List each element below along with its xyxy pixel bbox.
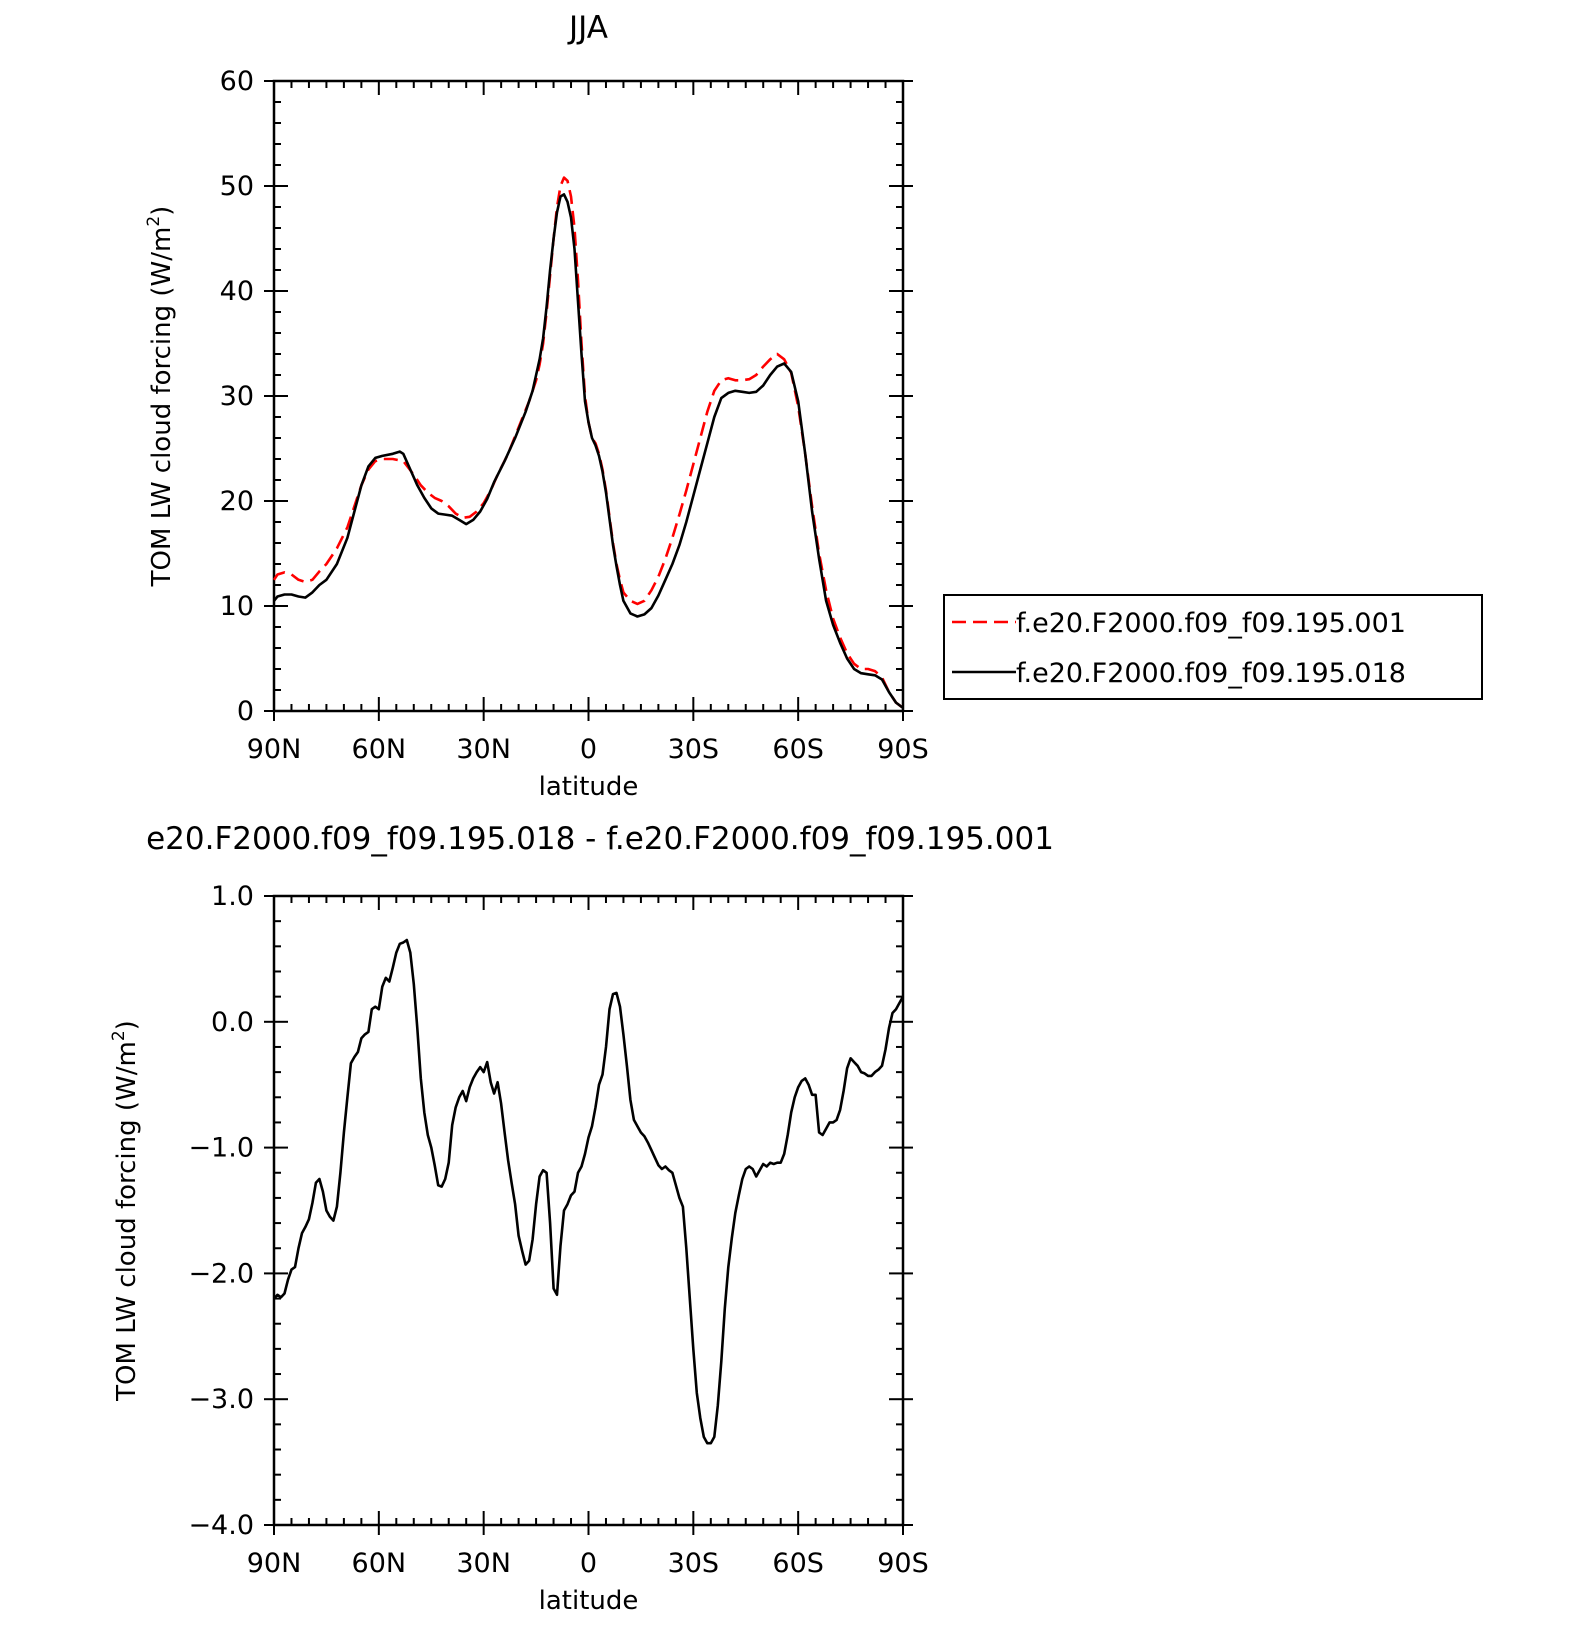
x-tick-label: 30N [456,1548,511,1579]
chart-title: JJA [567,10,608,46]
y-axis-label: TOM LW cloud forcing (W/m2) [144,206,177,588]
plot-frame [272,894,905,1527]
chart-title: e20.F2000.f09_f09.195.018 - f.e20.F2000.… [146,821,1054,857]
y-tick-label: 20 [220,486,254,517]
y-tick-label: −2.0 [188,1258,254,1289]
legend: f.e20.F2000.f09_f09.195.001 f.e20.F2000.f… [943,594,1483,700]
x-tick-label: 60N [352,1548,407,1579]
y-tick-label: 1.0 [211,881,254,912]
x-tick-label: 60S [772,1548,824,1579]
x-tick-label: 60S [772,734,824,765]
x-tick-label: 90N [247,1548,302,1579]
x-tick-label: 0 [580,1548,597,1579]
x-tick-label: 0 [580,734,597,765]
x-tick-label: 60N [352,734,407,765]
bottom-panel: e20.F2000.f09_f09.195.018 - f.e20.F2000.… [109,821,1054,1616]
y-tick-label: −1.0 [188,1133,254,1164]
series-line-difference [273,938,905,1445]
y-tick-label: 0.0 [211,1007,254,1038]
y-tick-label: 40 [220,276,254,307]
series-line-f-e20-f2000-f09-f09-195-001 [272,176,904,709]
y-axis-label-text: TOM LW cloud forcing (W/m [147,227,177,588]
y-axis-label-close: ) [147,206,177,216]
x-tick-label: 90N [247,734,302,765]
y-tick-label: 60 [220,66,254,97]
y-tick-label: 30 [220,381,254,412]
x-tick-label: 30S [668,1548,720,1579]
legend-label: f.e20.F2000.f09_f09.195.001 [1016,608,1406,639]
legend-label: f.e20.F2000.f09_f09.195.018 [1016,658,1406,689]
y-tick-label: 50 [220,171,254,202]
y-tick-label: −3.0 [188,1384,254,1415]
x-tick-label: 90S [877,734,929,765]
x-tick-label: 30S [668,734,720,765]
y-axis-label-superscript: 2 [144,216,164,227]
x-axis-label: latitude [539,1586,639,1616]
y-axis-label-text: TOM LW cloud forcing (W/m [112,1041,142,1402]
top-panel: JJA 90N 60N 30N 0 30S 60S 90S 0 10 20 30 40 50 60 latit… [144,10,929,802]
y-tick-label: 10 [220,591,254,622]
y-tick-label: 0 [237,696,254,727]
y-tick-label: −4.0 [188,1510,254,1541]
x-tick-label: 30N [456,734,511,765]
legend-box [943,594,1483,700]
y-axis-label: TOM LW cloud forcing (W/m2) [109,1020,142,1402]
series-line-f-e20-f2000-f09-f09-195-018 [272,193,904,709]
x-tick-label: 90S [877,1548,929,1579]
y-axis-label-superscript: 2 [109,1030,129,1041]
y-axis-label-close: ) [112,1020,142,1030]
x-axis-label: latitude [539,772,639,802]
plot-frame [272,79,905,713]
